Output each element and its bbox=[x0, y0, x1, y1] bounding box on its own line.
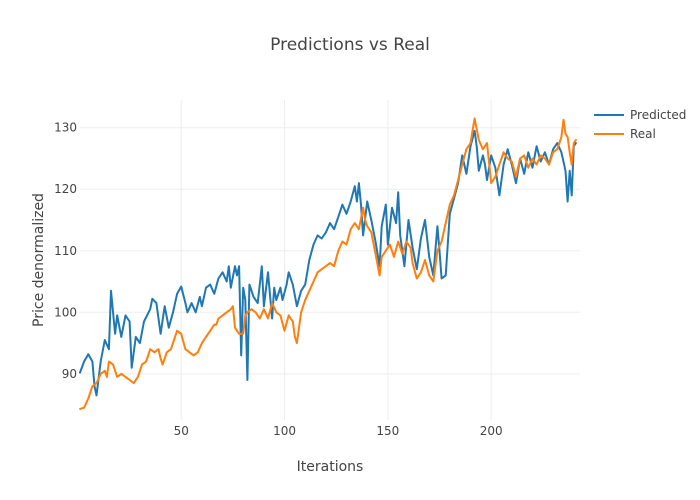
legend-label-predicted: Predicted bbox=[630, 108, 686, 122]
x-tick-label: 150 bbox=[376, 424, 399, 438]
x-tick-label: 100 bbox=[273, 424, 296, 438]
y-tick-label: 100 bbox=[54, 305, 77, 319]
x-axis-title: Iterations bbox=[297, 459, 364, 475]
legend-item-real[interactable]: Real bbox=[594, 127, 656, 141]
y-axis-title: Price denormalized bbox=[31, 193, 47, 327]
y-tick-label: 110 bbox=[54, 244, 77, 258]
y-tick-label: 90 bbox=[62, 367, 77, 381]
axis-ticks: 50 100 150 200 90 100 110 120 130 bbox=[54, 121, 503, 438]
series-line-predicted[interactable] bbox=[79, 129, 577, 397]
y-tick-label: 130 bbox=[54, 121, 77, 135]
grid-lines bbox=[80, 100, 580, 420]
chart-title: Predictions vs Real bbox=[270, 35, 430, 55]
legend-item-predicted[interactable]: Predicted bbox=[594, 108, 686, 122]
x-tick-label: 200 bbox=[480, 424, 503, 438]
y-tick-label: 120 bbox=[54, 182, 77, 196]
legend-label-real: Real bbox=[630, 127, 656, 141]
series-layer bbox=[79, 117, 577, 410]
x-tick-label: 50 bbox=[174, 424, 189, 438]
series-line-real[interactable] bbox=[79, 117, 577, 410]
legend: Predicted Real bbox=[594, 108, 686, 141]
